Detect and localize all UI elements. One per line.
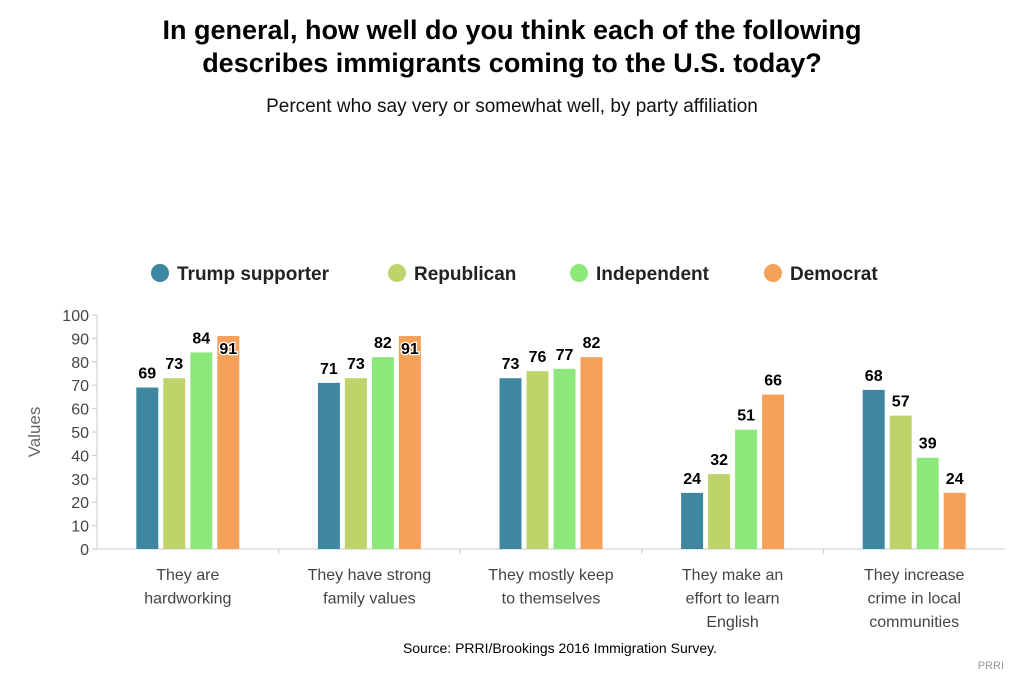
bar (190, 352, 213, 549)
bar (708, 474, 731, 549)
data-label: 71 (320, 361, 338, 378)
x-tick-label: They are hardworking (144, 567, 231, 608)
data-label: 73 (502, 356, 520, 373)
legend-label: Trump supporter (177, 264, 330, 285)
data-label: 66 (764, 373, 782, 390)
data-label: 77 (556, 347, 574, 364)
bar (862, 389, 885, 549)
chart-subtitle: Percent who say very or somewhat well, b… (266, 96, 758, 117)
legend-swatch (570, 264, 588, 282)
y-tick-label: 60 (71, 402, 89, 419)
data-label: 24 (683, 471, 701, 488)
data-label: 57 (892, 394, 910, 411)
x-tick-label: They mostly keep to themselves (488, 567, 613, 608)
y-tick-label: 100 (62, 308, 89, 325)
data-label: 91 (219, 341, 237, 358)
bar (163, 378, 186, 549)
data-label: 82 (583, 335, 601, 352)
bar (136, 387, 159, 549)
data-label: 84 (192, 330, 210, 347)
bar (943, 492, 966, 549)
legend-swatch (151, 264, 169, 282)
data-label: 82 (374, 335, 392, 352)
data-label: 68 (865, 368, 883, 385)
y-axis-title: Values (25, 407, 44, 458)
legend-label: Republican (414, 264, 516, 285)
data-label: 91 (401, 341, 419, 358)
bar (499, 378, 522, 549)
y-tick-label: 40 (71, 448, 89, 465)
credit-label: PRRI (977, 660, 1004, 672)
data-label: 76 (529, 349, 547, 366)
data-label: 69 (138, 366, 156, 383)
x-tick-label: They make an effort to learn English (682, 567, 783, 631)
y-tick-label: 0 (80, 542, 89, 559)
bar (317, 382, 340, 549)
data-label: 73 (347, 356, 365, 373)
bar (916, 457, 939, 549)
legend-label: Independent (596, 264, 710, 285)
bar (580, 357, 603, 549)
data-label: 73 (165, 356, 183, 373)
chart-title-line-1: In general, how well do you think each o… (162, 15, 862, 45)
x-tick-label: They increase crime in local communities (864, 567, 965, 631)
bar (681, 492, 704, 549)
legend-swatch (388, 264, 406, 282)
bar (526, 371, 549, 549)
legend-label: Democrat (790, 264, 878, 285)
data-label: 39 (919, 436, 937, 453)
data-label: 32 (710, 452, 728, 469)
y-tick-label: 10 (71, 519, 89, 536)
bar (553, 368, 576, 549)
y-tick-label: 50 (71, 425, 89, 442)
data-label: 24 (946, 471, 964, 488)
y-tick-label: 90 (71, 331, 89, 348)
bar (217, 336, 240, 549)
bar (735, 429, 758, 549)
y-tick-label: 20 (71, 495, 89, 512)
y-tick-label: 30 (71, 472, 89, 489)
y-tick-label: 70 (71, 378, 89, 395)
bar (344, 378, 367, 549)
y-tick-label: 80 (71, 355, 89, 372)
legend-swatch (764, 264, 782, 282)
x-tick-label: They have strong family values (308, 567, 432, 608)
bar (889, 415, 912, 549)
bar (762, 394, 785, 549)
source-note: Source: PRRI/Brookings 2016 Immigration … (402, 640, 718, 656)
bar (398, 336, 421, 549)
chart-title-line-2: describes immigrants coming to the U.S. … (202, 48, 822, 78)
chart-title: In general, how well do you think each o… (0, 14, 1024, 80)
data-label: 51 (737, 408, 755, 425)
bar (371, 357, 394, 549)
